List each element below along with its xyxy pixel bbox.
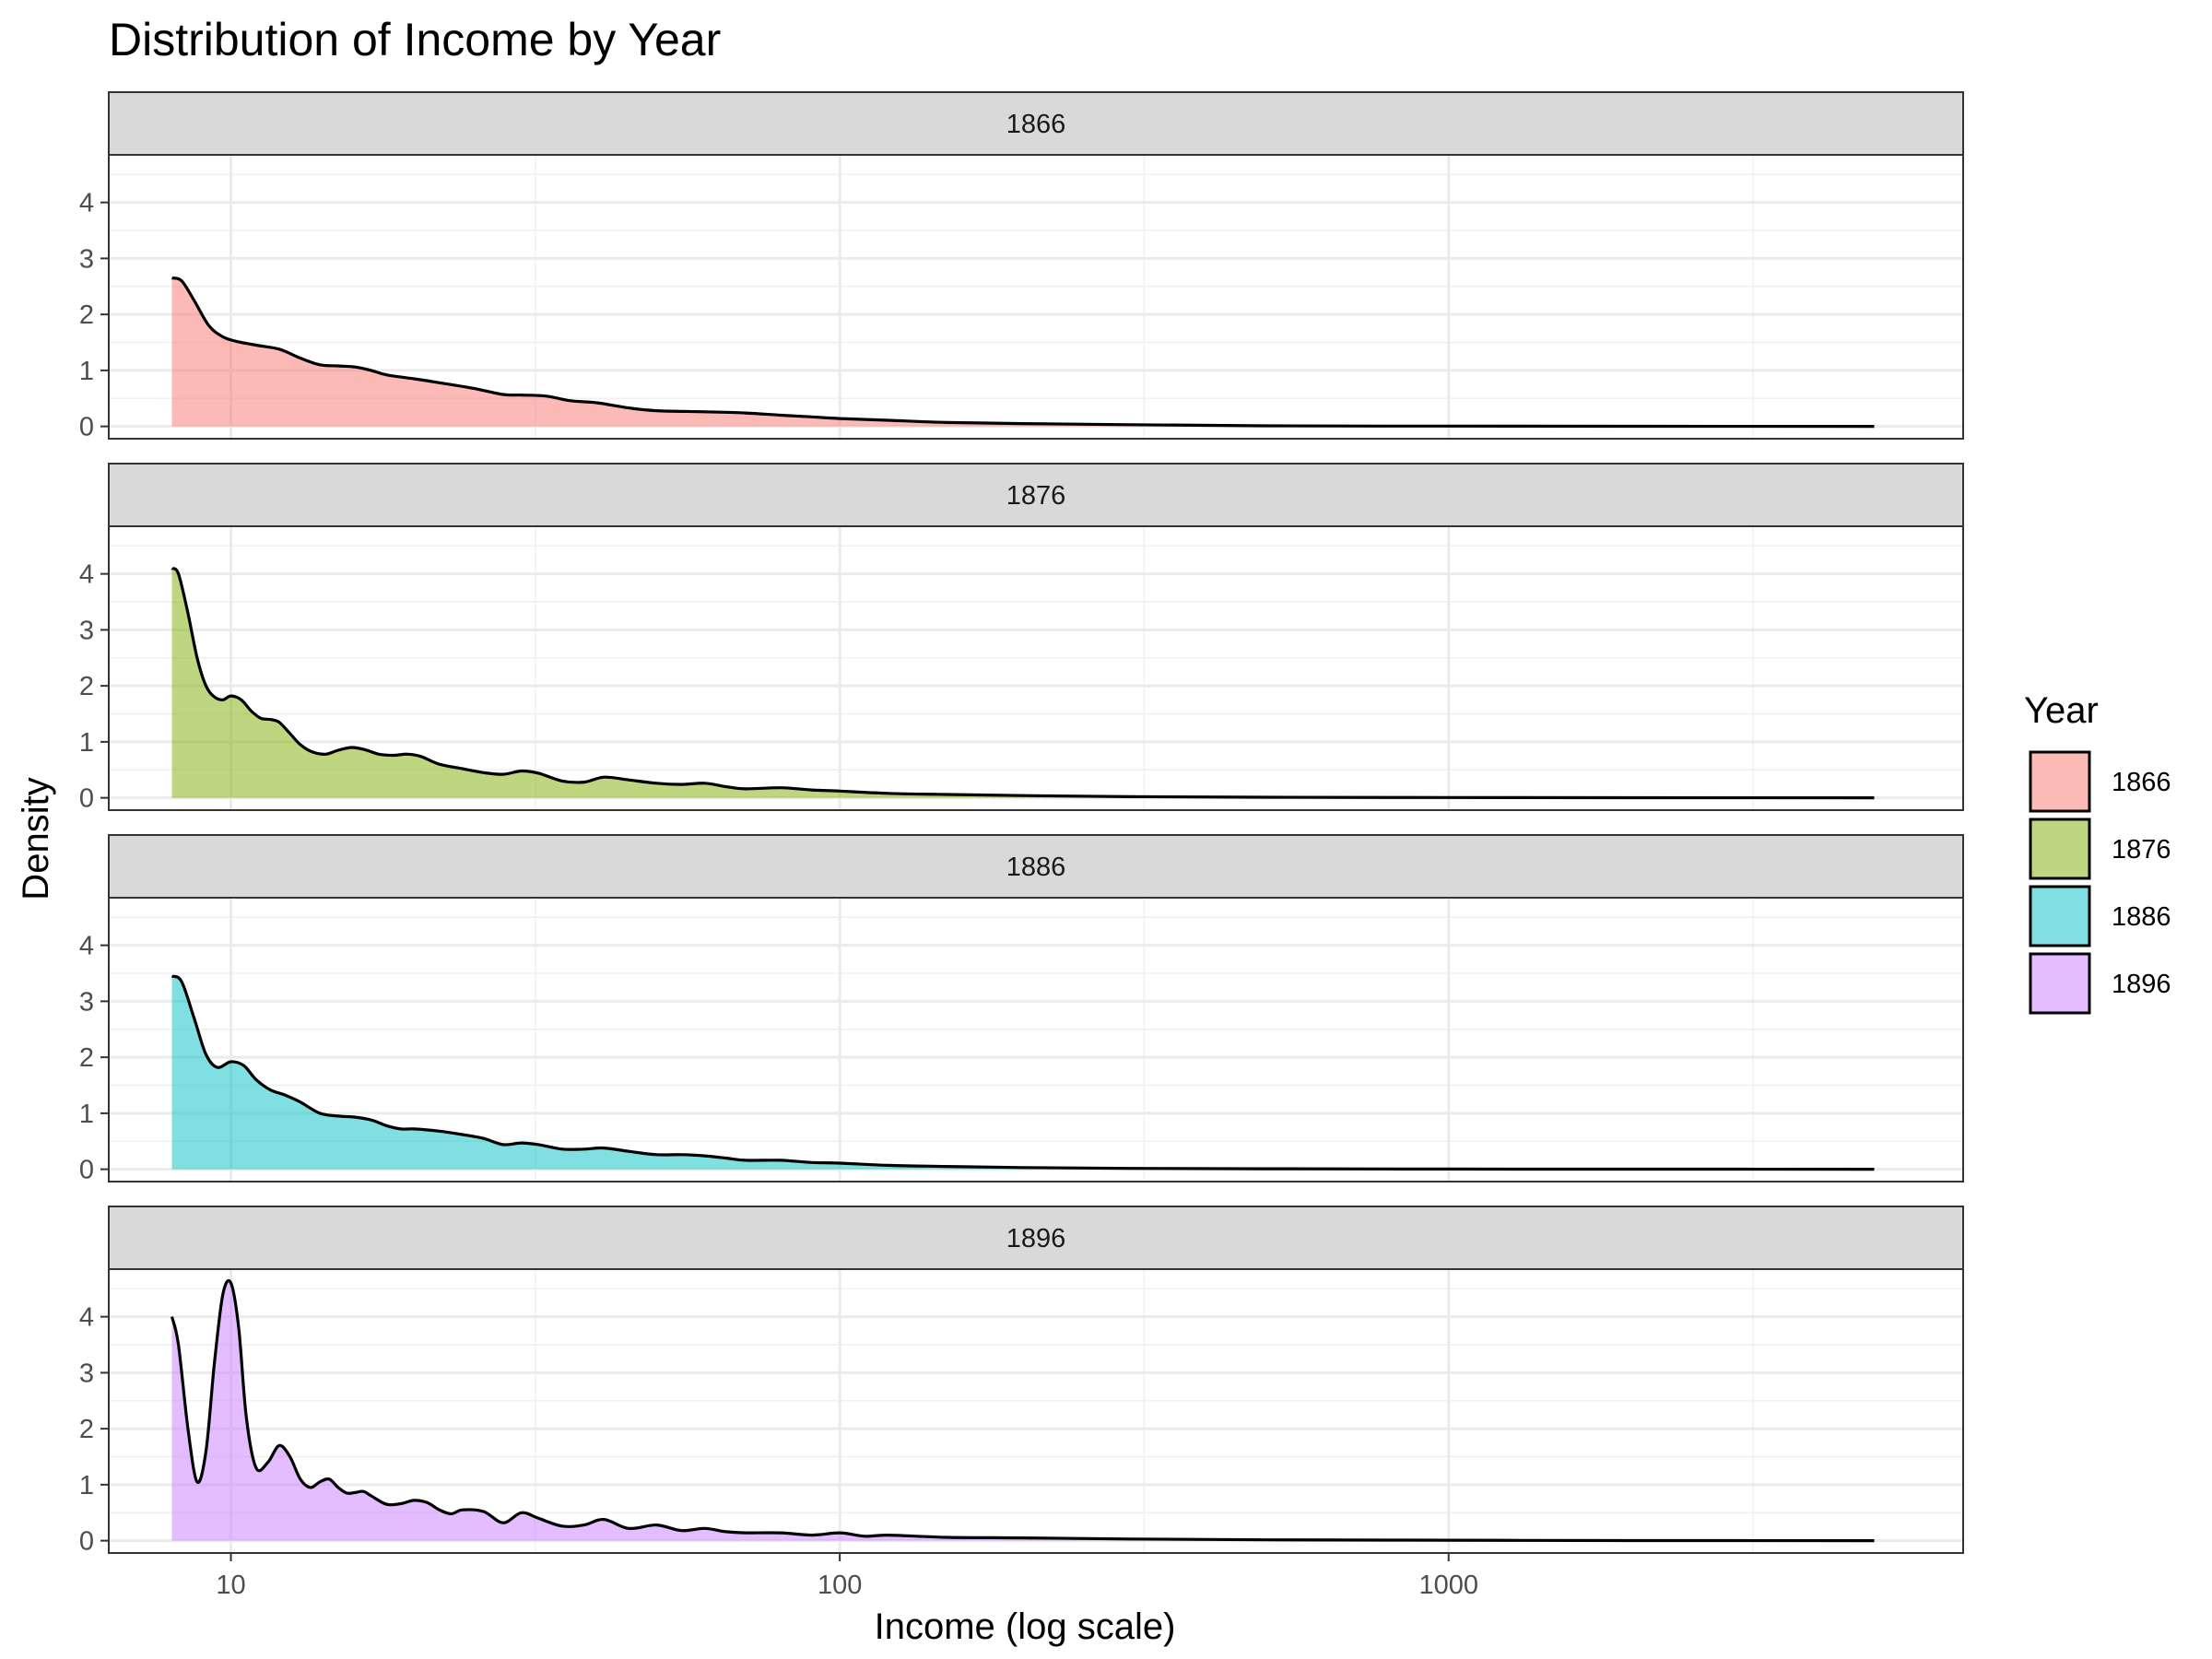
y-tick-label: 3 [79,244,94,274]
legend-item-1876: 1876 [2029,818,2171,880]
facet-strip [108,1206,1964,1270]
density-line-1896 [170,1278,1875,1543]
y-tick-label: 1 [79,728,94,758]
density-line-1886 [171,974,1875,1171]
density-series-1886 [171,974,1875,1171]
chart-title: Distribution of Income by Year [109,14,721,65]
facet-strip [108,463,1964,527]
facet-panel-1876: 1876 0 1 2 3 4 [79,463,1964,814]
density-series-1896 [170,1278,1875,1543]
y-tick-label: 0 [79,1156,94,1185]
panel-border [108,154,1964,440]
y-tick-label: 1 [79,1471,94,1500]
panel-border [108,1268,1964,1554]
legend-label: 1876 [2112,835,2171,865]
y-tick-label: 4 [79,189,94,218]
y-tick-label: 0 [79,1527,94,1557]
legend-key-1896 [2029,952,2091,1015]
y-tick-label: 3 [79,987,94,1017]
gridlines [109,898,1963,1182]
panel-border [108,897,1964,1182]
legend-items: 1866 1876 1886 1896 [2029,750,2171,1015]
density-area-1866 [171,277,1875,427]
gridlines [109,155,1963,439]
legend-label: 1866 [2112,768,2171,797]
legend-key-1866 [2029,750,2091,813]
y-tick-label: 1 [79,1100,94,1129]
density-series-1876 [171,567,1875,800]
legend-item-1866: 1866 [2029,750,2171,813]
legend-label: 1896 [2112,970,2171,999]
density-area-1876 [171,568,1875,798]
y-tick-label: 1 [79,357,94,386]
y-tick-label: 2 [79,672,94,701]
density-line-1876 [171,567,1875,800]
x-tick-label: 10 [216,1571,245,1600]
y-tick-label: 0 [79,413,94,442]
density-line-1866 [171,276,1875,429]
y-tick-label: 2 [79,1415,94,1444]
density-series-1866 [171,276,1875,429]
facet-strip-label: 1876 [1006,481,1066,511]
facet-strip [108,91,1964,156]
gridlines [109,526,1963,810]
legend-key-1876 [2029,818,2091,880]
facet-panels: 1866 0 1 2 3 4 1876 0 1 2 3 4 1886 0 1 2 3 4 1896 0 1 2 3 4 10 10… [79,91,1964,1600]
legend-title: Year [2024,690,2099,731]
y-tick-label: 0 [79,784,94,814]
facet-strip [108,834,1964,899]
density-area-1886 [171,976,1875,1170]
legend-key-1886 [2029,885,2091,947]
x-axis-title: Income (log scale) [875,1606,1176,1647]
x-tick-label: 100 [818,1571,862,1600]
y-tick-label: 2 [79,300,94,330]
y-tick-label: 2 [79,1043,94,1073]
y-tick-label: 4 [79,932,94,961]
y-tick-label: 4 [79,560,94,590]
x-tick-label: 1000 [1418,1571,1478,1600]
facet-panel-1896: 1896 0 1 2 3 4 [79,1206,1964,1557]
legend-item-1886: 1886 [2029,885,2171,947]
panel-border [108,525,1964,811]
facet-panel-1866: 1866 0 1 2 3 4 [79,91,1964,442]
facet-strip-label: 1886 [1006,853,1066,882]
legend: Year 1866 1876 1886 1896 [2024,690,2171,1015]
facet-strip-label: 1896 [1006,1224,1066,1253]
y-axis-title: Density [16,777,56,900]
gridlines [109,1269,1963,1553]
y-tick-label: 3 [79,1359,94,1388]
facet-strip-label: 1866 [1006,110,1066,139]
facet-panel-1886: 1886 0 1 2 3 4 [79,834,1964,1185]
legend-label: 1886 [2112,902,2171,932]
y-tick-label: 4 [79,1303,94,1333]
density-area-1896 [171,1280,1875,1541]
legend-item-1896: 1896 [2029,952,2171,1015]
y-tick-label: 3 [79,616,94,645]
